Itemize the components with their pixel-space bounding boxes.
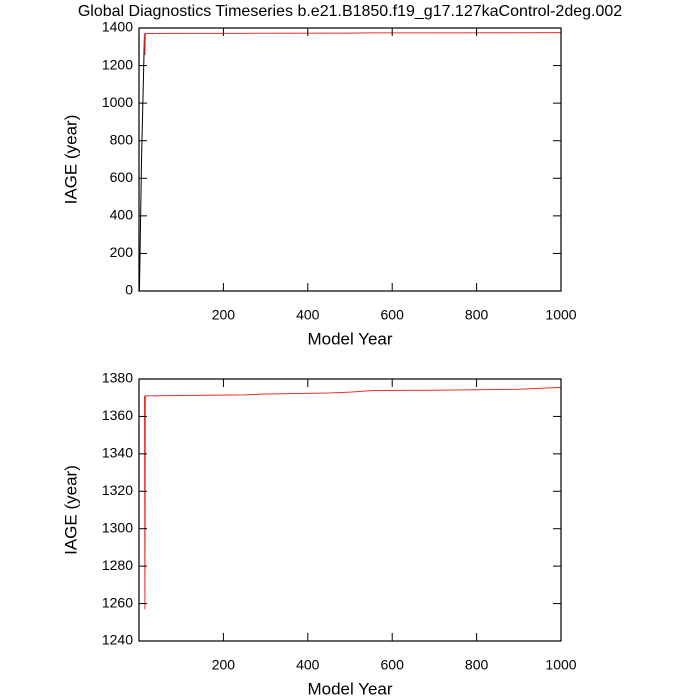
x-tick-label: 1000 bbox=[545, 657, 576, 673]
y-tick-label: 1380 bbox=[102, 370, 133, 386]
y-tick-label: 800 bbox=[110, 131, 134, 147]
y-tick-label: 1320 bbox=[102, 482, 133, 498]
y-axis-label: IAGE (year) bbox=[61, 115, 80, 205]
series-line bbox=[143, 386, 561, 610]
plot-lines bbox=[139, 32, 561, 291]
y-tick-label: 1300 bbox=[102, 519, 133, 535]
y-tick-label: 1260 bbox=[102, 594, 133, 610]
y-tick-label: 0 bbox=[125, 282, 133, 298]
x-tick-label: 1000 bbox=[545, 307, 576, 323]
x-axis-label: Model Year bbox=[307, 679, 392, 698]
y-tick-label: 1400 bbox=[102, 19, 133, 35]
x-tick-label: 800 bbox=[465, 307, 489, 323]
series-line bbox=[143, 32, 561, 55]
x-tick-label: 400 bbox=[296, 307, 320, 323]
y-tick-label: 1000 bbox=[102, 94, 133, 110]
x-tick-label: 200 bbox=[212, 307, 236, 323]
y-tick-label: 1200 bbox=[102, 56, 133, 72]
y-tick-label: 1240 bbox=[102, 632, 133, 648]
x-tick-label: 400 bbox=[296, 657, 320, 673]
series-line bbox=[139, 33, 145, 291]
y-tick-label: 400 bbox=[110, 207, 134, 223]
y-tick-label: 1360 bbox=[102, 407, 133, 423]
y-tick-label: 1340 bbox=[102, 445, 133, 461]
x-tick-label: 600 bbox=[381, 307, 405, 323]
x-tick-label: 600 bbox=[381, 657, 405, 673]
y-tick-label: 200 bbox=[110, 244, 134, 260]
x-tick-label: 200 bbox=[212, 657, 236, 673]
y-tick-label: 1280 bbox=[102, 557, 133, 573]
plot-lines bbox=[143, 386, 561, 610]
y-tick-label: 600 bbox=[110, 169, 134, 185]
x-tick-label: 800 bbox=[465, 657, 489, 673]
y-axis-label: IAGE (year) bbox=[61, 465, 80, 555]
plot-frame bbox=[138, 378, 562, 642]
plot-frame bbox=[138, 27, 562, 292]
x-axis-label: Model Year bbox=[307, 329, 392, 348]
chart-title: Global Diagnostics Timeseries b.e21.B185… bbox=[78, 3, 622, 20]
